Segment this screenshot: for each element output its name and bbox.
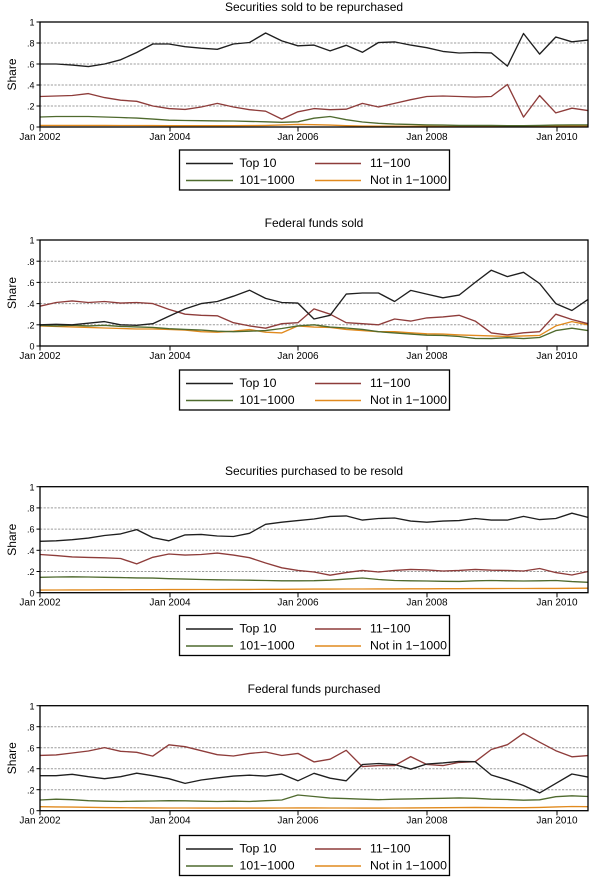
svg-text:Top 10: Top 10 xyxy=(240,622,277,636)
svg-text:1: 1 xyxy=(29,701,34,711)
svg-text:.2: .2 xyxy=(27,785,35,795)
svg-text:Securities sold to be repurcha: Securities sold to be repurchased xyxy=(225,0,403,14)
svg-text:11−100: 11−100 xyxy=(370,842,411,856)
svg-text:Share: Share xyxy=(5,742,19,774)
svg-text:Jan 2002: Jan 2002 xyxy=(19,816,61,827)
svg-text:Jan 2006: Jan 2006 xyxy=(277,816,319,827)
svg-text:11−100: 11−100 xyxy=(370,376,411,390)
svg-text:Jan 2002: Jan 2002 xyxy=(19,351,61,362)
svg-text:Share: Share xyxy=(5,58,19,90)
svg-text:Jan 2004: Jan 2004 xyxy=(149,351,191,362)
svg-text:Jan 2010: Jan 2010 xyxy=(536,598,578,609)
svg-text:11−100: 11−100 xyxy=(370,156,411,170)
svg-text:Jan 2008: Jan 2008 xyxy=(406,598,448,609)
svg-text:Jan 2008: Jan 2008 xyxy=(406,816,448,827)
svg-text:11−100: 11−100 xyxy=(370,622,411,636)
svg-text:Jan 2004: Jan 2004 xyxy=(149,132,191,143)
svg-text:Share: Share xyxy=(5,523,19,555)
svg-text:.6: .6 xyxy=(27,60,35,70)
svg-text:Federal funds sold: Federal funds sold xyxy=(265,216,364,230)
svg-text:.2: .2 xyxy=(27,320,35,330)
svg-text:1: 1 xyxy=(29,482,34,492)
svg-text:.6: .6 xyxy=(27,278,35,288)
svg-text:101−1000: 101−1000 xyxy=(240,859,295,873)
svg-text:.8: .8 xyxy=(27,504,35,514)
svg-text:Top 10: Top 10 xyxy=(240,156,277,170)
svg-text:Jan 2006: Jan 2006 xyxy=(277,132,319,143)
svg-text:.4: .4 xyxy=(27,764,35,774)
svg-text:.4: .4 xyxy=(27,81,35,91)
svg-text:101−1000: 101−1000 xyxy=(240,393,295,407)
svg-text:.6: .6 xyxy=(27,743,35,753)
svg-text:Jan 2010: Jan 2010 xyxy=(536,816,578,827)
svg-text:Not in 1−1000: Not in 1−1000 xyxy=(370,639,447,653)
svg-text:.2: .2 xyxy=(27,567,35,577)
svg-text:Top 10: Top 10 xyxy=(240,376,277,390)
svg-text:Jan 2002: Jan 2002 xyxy=(19,598,61,609)
svg-text:Jan 2006: Jan 2006 xyxy=(277,598,319,609)
svg-text:Jan 2008: Jan 2008 xyxy=(406,132,448,143)
svg-text:Jan 2010: Jan 2010 xyxy=(536,351,578,362)
svg-text:Jan 2010: Jan 2010 xyxy=(536,132,578,143)
svg-text:.2: .2 xyxy=(27,102,35,112)
svg-text:0: 0 xyxy=(29,806,34,816)
svg-text:101−1000: 101−1000 xyxy=(240,639,295,653)
svg-text:Jan 2004: Jan 2004 xyxy=(149,816,191,827)
svg-text:.4: .4 xyxy=(27,546,35,556)
svg-text:101−1000: 101−1000 xyxy=(240,173,295,187)
svg-text:1: 1 xyxy=(29,236,34,246)
svg-text:.8: .8 xyxy=(27,257,35,267)
svg-text:Not in 1−1000: Not in 1−1000 xyxy=(370,393,447,407)
svg-text:.8: .8 xyxy=(27,722,35,732)
svg-text:Jan 2008: Jan 2008 xyxy=(406,351,448,362)
svg-text:0: 0 xyxy=(29,123,34,133)
svg-text:Jan 2004: Jan 2004 xyxy=(149,598,191,609)
svg-text:Top 10: Top 10 xyxy=(240,842,277,856)
svg-text:Securities purchased to be res: Securities purchased to be resold xyxy=(225,464,403,478)
svg-text:0: 0 xyxy=(29,588,34,598)
svg-text:Share: Share xyxy=(5,277,19,309)
svg-text:.8: .8 xyxy=(27,39,35,49)
svg-text:0: 0 xyxy=(29,342,34,352)
svg-text:.6: .6 xyxy=(27,525,35,535)
svg-text:Not in 1−1000: Not in 1−1000 xyxy=(370,859,447,873)
svg-text:1: 1 xyxy=(29,18,34,28)
svg-text:Jan 2002: Jan 2002 xyxy=(19,132,61,143)
svg-text:Federal funds purchased: Federal funds purchased xyxy=(248,682,381,696)
svg-text:Not in 1−1000: Not in 1−1000 xyxy=(370,173,447,187)
svg-text:Jan 2006: Jan 2006 xyxy=(277,351,319,362)
svg-text:.4: .4 xyxy=(27,299,35,309)
